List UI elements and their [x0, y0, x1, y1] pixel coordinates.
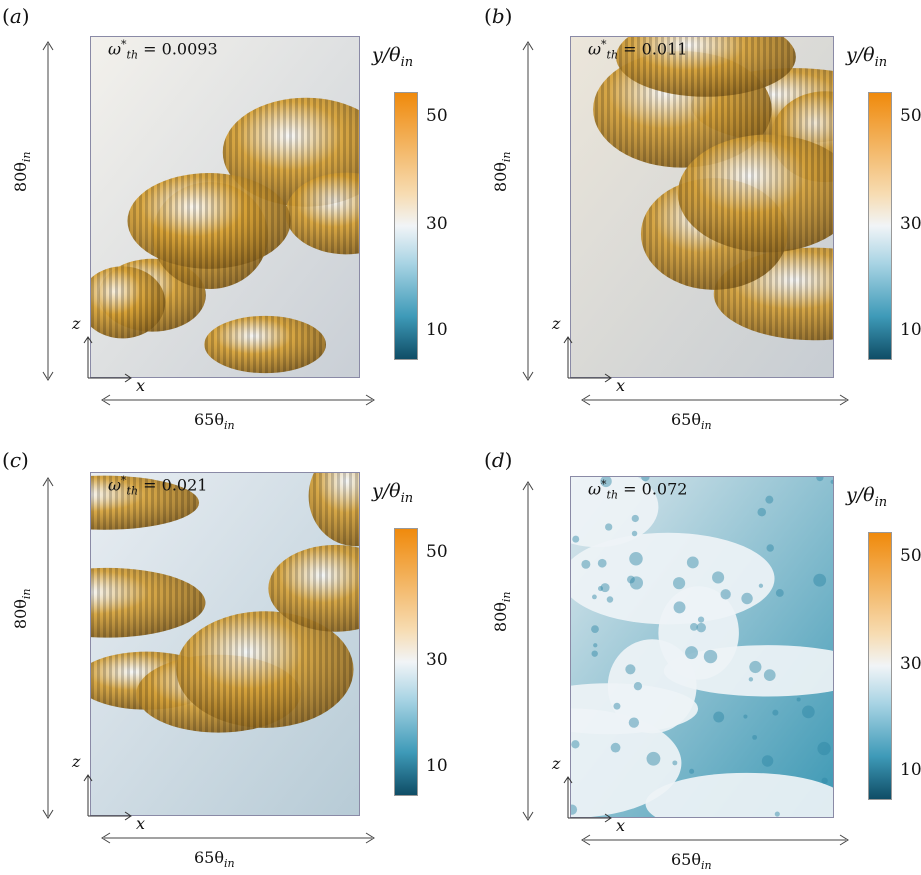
omega-threshold-label: ω*th = 0.011	[588, 38, 688, 62]
colorbar	[868, 532, 892, 800]
height-dimension-label: 80θin	[490, 591, 514, 633]
colorbar-title: y/θin	[846, 44, 888, 70]
colorbar-tick-label: 10	[426, 756, 448, 776]
axis-triad	[83, 774, 132, 821]
panel-a: (a) ω*th = 0.0093 80θin 65θin x z y/θin 50 30 10	[0, 0, 460, 437]
colorbar-title: y/θin	[372, 480, 414, 506]
isosurface-image	[570, 476, 834, 818]
height-dimension-arrow	[42, 41, 54, 381]
height-dimension-arrow	[42, 477, 54, 819]
colorbar-title: y/θin	[372, 44, 414, 70]
width-dimension-arrow	[581, 394, 849, 406]
z-axis-label: z	[552, 754, 561, 773]
omega-value: 0.021	[161, 475, 208, 495]
colorbar-tick-label: 10	[426, 320, 448, 340]
z-axis-label: z	[552, 314, 561, 333]
axis-triad	[563, 776, 612, 823]
x-axis-label: x	[136, 376, 146, 395]
colorbar	[394, 92, 418, 360]
axis-triad	[83, 336, 132, 383]
colorbar-tick-label: 30	[900, 214, 921, 234]
omega-threshold-label: ω*th = 0.021	[108, 474, 208, 498]
z-axis-label: z	[72, 752, 81, 771]
omega-threshold-label: ω*th = 0.072	[588, 478, 688, 502]
panel-c: (c) ω*th = 0.021 80θin 65θin x z y/θin 50 30 10	[0, 438, 460, 875]
panel-label: (d)	[484, 448, 513, 472]
width-dimension-arrow	[101, 832, 375, 844]
axis-triad	[563, 336, 612, 383]
colorbar-tick-label: 30	[426, 214, 448, 234]
colorbar-tick-label: 10	[900, 320, 921, 340]
x-axis-label: x	[136, 814, 146, 833]
colorbar-tick-label: 50	[900, 106, 921, 126]
width-dimension-arrow	[101, 394, 375, 406]
width-dimension-label: 65θin	[194, 848, 235, 871]
panel-b: (b) ω*th = 0.011 80θin 65θin x z y/θin 50 30 10	[478, 0, 921, 437]
x-axis-label: x	[616, 376, 626, 395]
width-dimension-label: 65θin	[194, 410, 235, 433]
height-dimension-label: 80θin	[10, 588, 34, 630]
colorbar-tick-label: 50	[900, 546, 921, 566]
z-axis-label: z	[72, 314, 81, 333]
colorbar-tick-label: 50	[426, 542, 448, 562]
height-dimension-arrow	[522, 481, 534, 821]
colorbar-title: y/θin	[846, 484, 888, 510]
colorbar-tick-label: 50	[426, 106, 448, 126]
x-axis-label: x	[616, 816, 626, 835]
isosurface-image	[90, 36, 360, 378]
height-dimension-arrow	[522, 41, 534, 381]
panel-label: (c)	[2, 448, 29, 472]
colorbar-tick-label: 10	[900, 760, 921, 780]
omega-value: 0.072	[641, 479, 688, 499]
width-dimension-label: 65θin	[671, 850, 712, 873]
isosurface-image	[570, 36, 834, 378]
colorbar-tick-label: 30	[900, 654, 921, 674]
colorbar	[868, 92, 892, 360]
height-dimension-label: 80θin	[490, 151, 514, 193]
colorbar	[394, 528, 418, 796]
height-dimension-label: 80θin	[10, 151, 34, 193]
panel-label: (b)	[484, 4, 513, 28]
width-dimension-arrow	[581, 834, 849, 846]
colorbar-tick-label: 30	[426, 650, 448, 670]
omega-threshold-label: ω*th = 0.0093	[108, 38, 218, 62]
omega-value: 0.0093	[161, 39, 218, 59]
omega-value: 0.011	[641, 39, 688, 59]
width-dimension-label: 65θin	[671, 410, 712, 433]
panel-d: (d) ω*th = 0.072 80θin 65θin x z y/θin 50 30 10	[478, 438, 921, 875]
panel-label: (a)	[2, 4, 30, 28]
isosurface-image	[90, 472, 360, 816]
